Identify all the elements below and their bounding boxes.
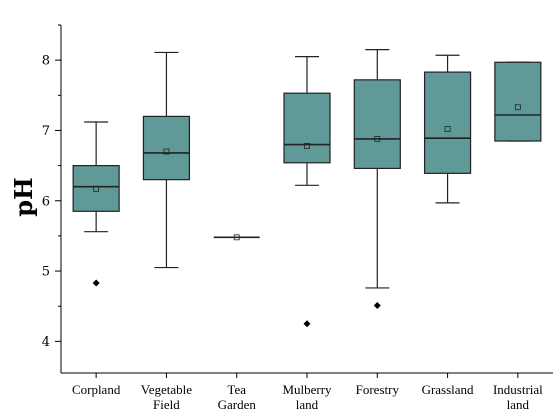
- box-0: [72, 121, 120, 287]
- y-tick-label: 7: [42, 124, 50, 139]
- box-1: [142, 51, 191, 269]
- iqr-box: [494, 61, 542, 142]
- x-axis-labels: Corpland VegetableFieldTeaGardenMulberryl…: [72, 382, 543, 412]
- box-2: [213, 234, 260, 241]
- iqr-box: [142, 115, 191, 181]
- mean-marker: [304, 143, 310, 149]
- iqr-box: [72, 165, 120, 212]
- iqr-box: [353, 79, 401, 170]
- mean-marker: [444, 126, 451, 132]
- mean-marker: [233, 234, 240, 241]
- mean-marker: [374, 135, 381, 142]
- boxes-group: [72, 49, 542, 328]
- y-tick-label: 5: [42, 265, 50, 280]
- iqr-box: [423, 71, 472, 174]
- outlier-point: [303, 320, 311, 328]
- x-tick-label: land: [507, 397, 530, 412]
- x-tick-label: Forestry: [356, 382, 400, 397]
- box-6: [494, 61, 542, 142]
- outlier-point: [92, 279, 100, 287]
- y-tick-label: 4: [42, 335, 50, 350]
- box-3: [283, 56, 331, 328]
- y-tick-label: 8: [42, 54, 50, 69]
- mean-marker: [163, 148, 170, 155]
- box-4: [353, 49, 401, 310]
- x-tick-label: land: [296, 397, 319, 412]
- iqr-box: [283, 92, 331, 164]
- mean-marker: [93, 185, 100, 192]
- x-tick-label: Mulberry: [282, 382, 332, 397]
- x-tick-label: Garden: [218, 397, 257, 412]
- x-tick-label: Field: [153, 397, 180, 412]
- outlier-point: [373, 302, 381, 310]
- y-tick-label: 6: [42, 194, 50, 209]
- mean-marker: [514, 104, 521, 111]
- x-tick-label: Vegetable: [141, 382, 192, 397]
- x-tick-label: Industrial: [493, 382, 543, 397]
- x-tick-label: Tea: [227, 382, 246, 397]
- y-axis-label: pH: [9, 177, 38, 216]
- axes: 4 5 6 7 8: [42, 24, 553, 378]
- box-5: [423, 54, 472, 204]
- x-tick-label: Corpland: [72, 382, 121, 397]
- x-tick-label: Grassland: [422, 382, 474, 397]
